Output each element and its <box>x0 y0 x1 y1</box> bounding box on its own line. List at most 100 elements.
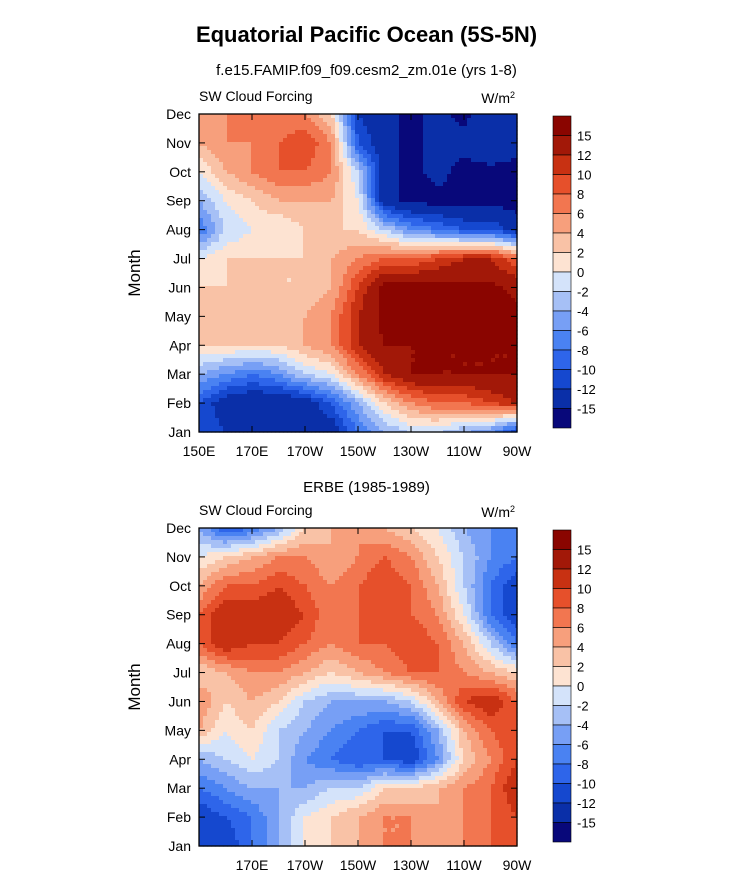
heatmap-cell <box>199 166 204 171</box>
heatmap-cell <box>511 278 516 283</box>
heatmap-cell <box>415 130 420 135</box>
heatmap-cell <box>495 298 500 303</box>
heatmap-cell <box>263 270 268 275</box>
heatmap-cell <box>223 334 228 339</box>
heatmap-cell <box>203 358 208 363</box>
heatmap-cell <box>203 318 208 323</box>
heatmap-cell <box>483 326 488 331</box>
heatmap-cell <box>487 142 492 147</box>
heatmap-cell <box>243 122 248 127</box>
heatmap-cell <box>423 154 428 159</box>
heatmap-cell <box>363 266 368 271</box>
heatmap-cell <box>367 230 372 235</box>
heatmap-cell <box>271 246 276 251</box>
heatmap-cell <box>427 334 432 339</box>
heatmap-cell <box>227 334 232 339</box>
heatmap-cell <box>459 158 464 163</box>
heatmap-cell <box>235 162 240 167</box>
heatmap-cell <box>303 198 308 203</box>
heatmap-cell <box>359 170 364 175</box>
heatmap-cell <box>355 350 360 355</box>
heatmap-cell <box>287 134 292 139</box>
heatmap-cell <box>411 122 416 127</box>
heatmap-cell <box>423 234 428 239</box>
heatmap-cell <box>327 282 332 287</box>
heatmap-cell <box>239 154 244 159</box>
heatmap-cell <box>419 342 424 347</box>
heatmap-cell <box>283 158 288 163</box>
heatmap-cell <box>375 258 380 263</box>
heatmap-cell <box>315 258 320 263</box>
heatmap-cell <box>387 222 392 227</box>
heatmap-cell <box>355 182 360 187</box>
heatmap-cell <box>239 354 244 359</box>
heatmap-cell <box>395 190 400 195</box>
heatmap-cell <box>283 242 288 247</box>
heatmap-cell <box>251 138 256 143</box>
heatmap-cell <box>487 214 492 219</box>
heatmap-cell <box>311 162 316 167</box>
heatmap-cell <box>387 218 392 223</box>
heatmap-cell <box>335 314 340 319</box>
heatmap-cell <box>219 358 224 363</box>
heatmap-cell <box>327 118 332 123</box>
heatmap-cell <box>287 334 292 339</box>
heatmap-cell <box>407 322 412 327</box>
heatmap-cell <box>223 142 228 147</box>
heatmap-cell <box>367 218 372 223</box>
heatmap-cell <box>475 274 480 279</box>
heatmap-cell <box>331 218 336 223</box>
heatmap-cell <box>483 334 488 339</box>
heatmap-cell <box>243 318 248 323</box>
heatmap-cell <box>295 134 300 139</box>
heatmap-cell <box>227 286 232 291</box>
heatmap-cell <box>435 154 440 159</box>
heatmap-cell <box>343 146 348 151</box>
heatmap-cell <box>219 286 224 291</box>
heatmap-cell <box>443 230 448 235</box>
heatmap-cell <box>435 182 440 187</box>
heatmap-cell <box>303 178 308 183</box>
heatmap-cell <box>343 254 348 259</box>
heatmap-cell <box>283 114 288 119</box>
heatmap-cell <box>355 338 360 343</box>
heatmap-cell <box>279 286 284 291</box>
heatmap-cell <box>411 230 416 235</box>
heatmap-cell <box>475 182 480 187</box>
heatmap-cell <box>279 166 284 171</box>
heatmap-cell <box>335 194 340 199</box>
heatmap-cell <box>507 358 512 363</box>
chart1-subtitle: f.e15.FAMIP.f09_f09.cesm2_zm.01e (yrs 1-… <box>216 62 517 79</box>
heatmap-cell <box>271 178 276 183</box>
heatmap-cell <box>423 130 428 135</box>
heatmap-cell <box>243 138 248 143</box>
heatmap-cell <box>387 354 392 359</box>
heatmap-cell <box>431 334 436 339</box>
heatmap-cell <box>303 126 308 131</box>
heatmap-cell <box>271 158 276 163</box>
heatmap-cell <box>359 286 364 291</box>
heatmap-cell <box>303 326 308 331</box>
heatmap-cell <box>483 270 488 275</box>
heatmap-cell <box>291 278 296 283</box>
heatmap-cell <box>411 190 416 195</box>
heatmap-cell <box>491 326 496 331</box>
heatmap-cell <box>499 270 504 275</box>
heatmap-cell <box>247 210 252 215</box>
heatmap-cell <box>483 298 488 303</box>
heatmap-cell <box>347 342 352 347</box>
heatmap-cell <box>439 342 444 347</box>
heatmap-cell <box>439 286 444 291</box>
heatmap-cell <box>355 122 360 127</box>
heatmap-cell <box>459 242 464 247</box>
heatmap-cell <box>467 278 472 283</box>
heatmap-cell <box>239 114 244 119</box>
heatmap-cell <box>291 158 296 163</box>
heatmap-cell <box>467 242 472 247</box>
heatmap-cell <box>423 206 428 211</box>
heatmap-cell <box>235 114 240 119</box>
heatmap-cell <box>303 190 308 195</box>
heatmap-cell <box>407 262 412 267</box>
heatmap-cell <box>303 122 308 127</box>
